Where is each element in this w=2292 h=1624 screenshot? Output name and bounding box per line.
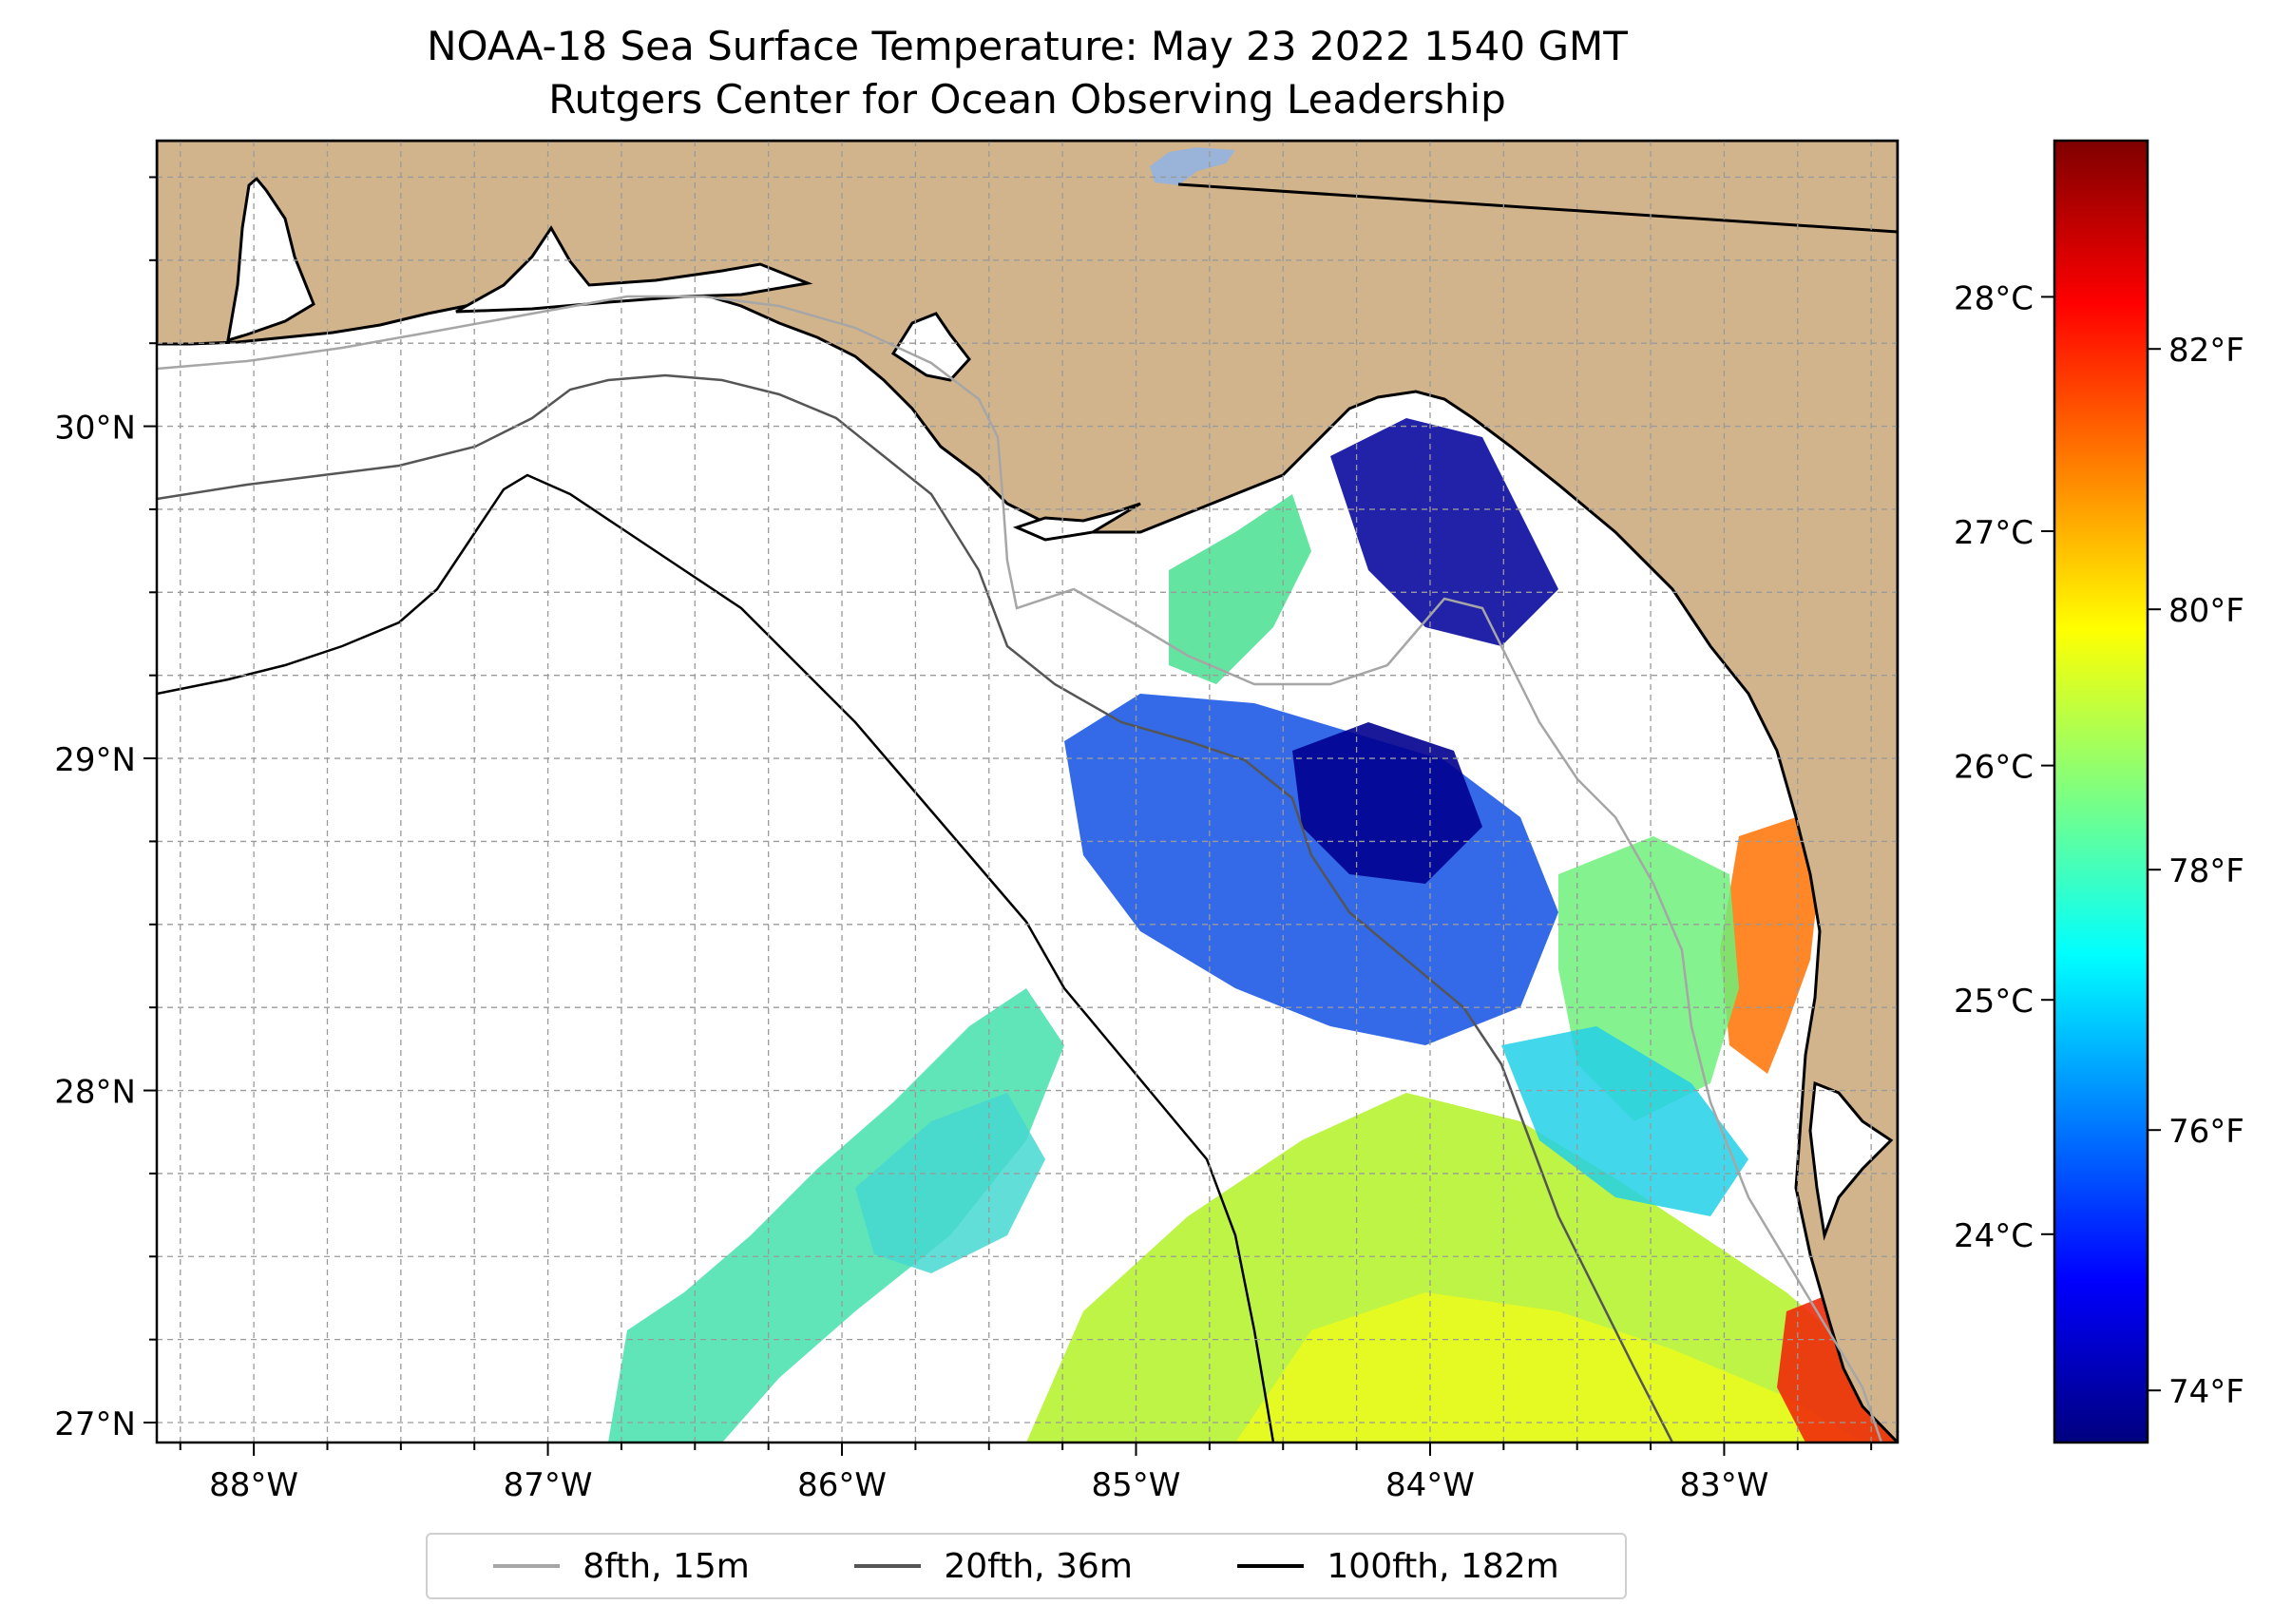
legend-swatch-100fth: [1237, 1564, 1305, 1568]
contour-20fth: [157, 373, 1674, 1442]
sst-patch-se-cyan: [1501, 1026, 1748, 1216]
lat-tick-label: 28°N: [54, 1074, 136, 1112]
legend-swatch-8fth: [493, 1564, 561, 1568]
colorbar-fahrenheit-label: 76°F: [2168, 1113, 2244, 1151]
lat-tick-label: 29°N: [54, 741, 136, 779]
sst-patch-north-green: [1169, 494, 1311, 684]
colorbar-celsius-label: 24°C: [1954, 1217, 2034, 1255]
colorbar-celsius-label: 28°C: [1954, 279, 2034, 317]
colorbar-celsius-label: 27°C: [1954, 514, 2034, 552]
sst-patch-west: [608, 988, 1064, 1442]
sst-patch-south-yellow: [1235, 1292, 1862, 1442]
colorbar-celsius-axis: 28°C 27°C 26°C 25°C 24°C: [1954, 279, 2054, 1255]
colorbar-fahrenheit-label: 80°F: [2168, 592, 2244, 630]
map-title: NOAA-18 Sea Surface Temperature: May 23 …: [427, 23, 1628, 69]
mobile-bay: [226, 176, 315, 343]
colorbar-celsius-label: 25°C: [1954, 983, 2034, 1021]
state-border: [1177, 182, 1898, 234]
map-frame: [155, 139, 1900, 1444]
colorbar-celsius-label: 26°C: [1954, 749, 2034, 787]
colorbar-fahrenheit-label: 78°F: [2168, 852, 2244, 890]
lon-tick-label: 85°W: [1092, 1466, 1181, 1504]
lon-tick-label: 83°W: [1679, 1466, 1768, 1504]
bathymetry-contours: [157, 295, 1883, 1442]
tampa-bay: [1808, 1080, 1894, 1241]
colorbar-fahrenheit-label: 74°F: [2168, 1373, 2244, 1411]
legend-swatch-20fth: [854, 1564, 922, 1568]
st-andrews-bay: [890, 312, 971, 382]
sst-patch-sw-cyan: [855, 1093, 1045, 1273]
lon-tick-label: 87°W: [504, 1466, 593, 1504]
legend-item-20fth: 20fth, 36m: [854, 1547, 1133, 1586]
legend-label-8fth: 8fth, 15m: [583, 1546, 750, 1586]
colorbar-fahrenheit-axis: 82°F 80°F 78°F 76°F 74°F: [2148, 332, 2244, 1411]
legend-item-8fth: 8fth, 15m: [493, 1547, 750, 1586]
sst-patch-north-dark: [1330, 418, 1558, 646]
longitude-axis: 88°W 87°W 86°W 85°W 84°W 83°W: [179, 1442, 1873, 1504]
legend-label-20fth: 20fth, 36m: [944, 1546, 1133, 1586]
colorbar: [2053, 139, 2149, 1444]
map-subtitle: Rutgers Center for Ocean Observing Leade…: [548, 76, 1506, 123]
apalachicola-bay: [1012, 502, 1141, 542]
legend-item-100fth: 100fth, 182m: [1237, 1546, 1559, 1586]
legend-label-100fth: 100fth, 182m: [1327, 1546, 1559, 1586]
sst-data-layer: [608, 418, 1898, 1442]
contour-100fth: [157, 473, 1275, 1442]
latitude-axis: 30°N 29°N 28°N 27°N: [54, 176, 157, 1443]
lon-tick-label: 88°W: [209, 1466, 298, 1504]
contour-8fth: [157, 295, 1883, 1442]
sst-patch-center-dark: [1292, 722, 1482, 884]
lake: [1150, 147, 1235, 185]
lon-tick-label: 86°W: [797, 1466, 887, 1504]
lon-tick-label: 84°W: [1385, 1466, 1475, 1504]
colorbar-fahrenheit-label: 82°F: [2168, 332, 2244, 370]
sst-patch-coast-orange: [1720, 817, 1820, 1074]
pensacola-bays: [455, 225, 813, 314]
map-gridlines: [157, 141, 1898, 1442]
depth-legend: 8fth, 15m 20fth, 36m 100fth, 182m: [426, 1533, 1627, 1599]
lat-tick-label: 27°N: [54, 1405, 136, 1443]
lat-tick-label: 30°N: [54, 410, 136, 448]
